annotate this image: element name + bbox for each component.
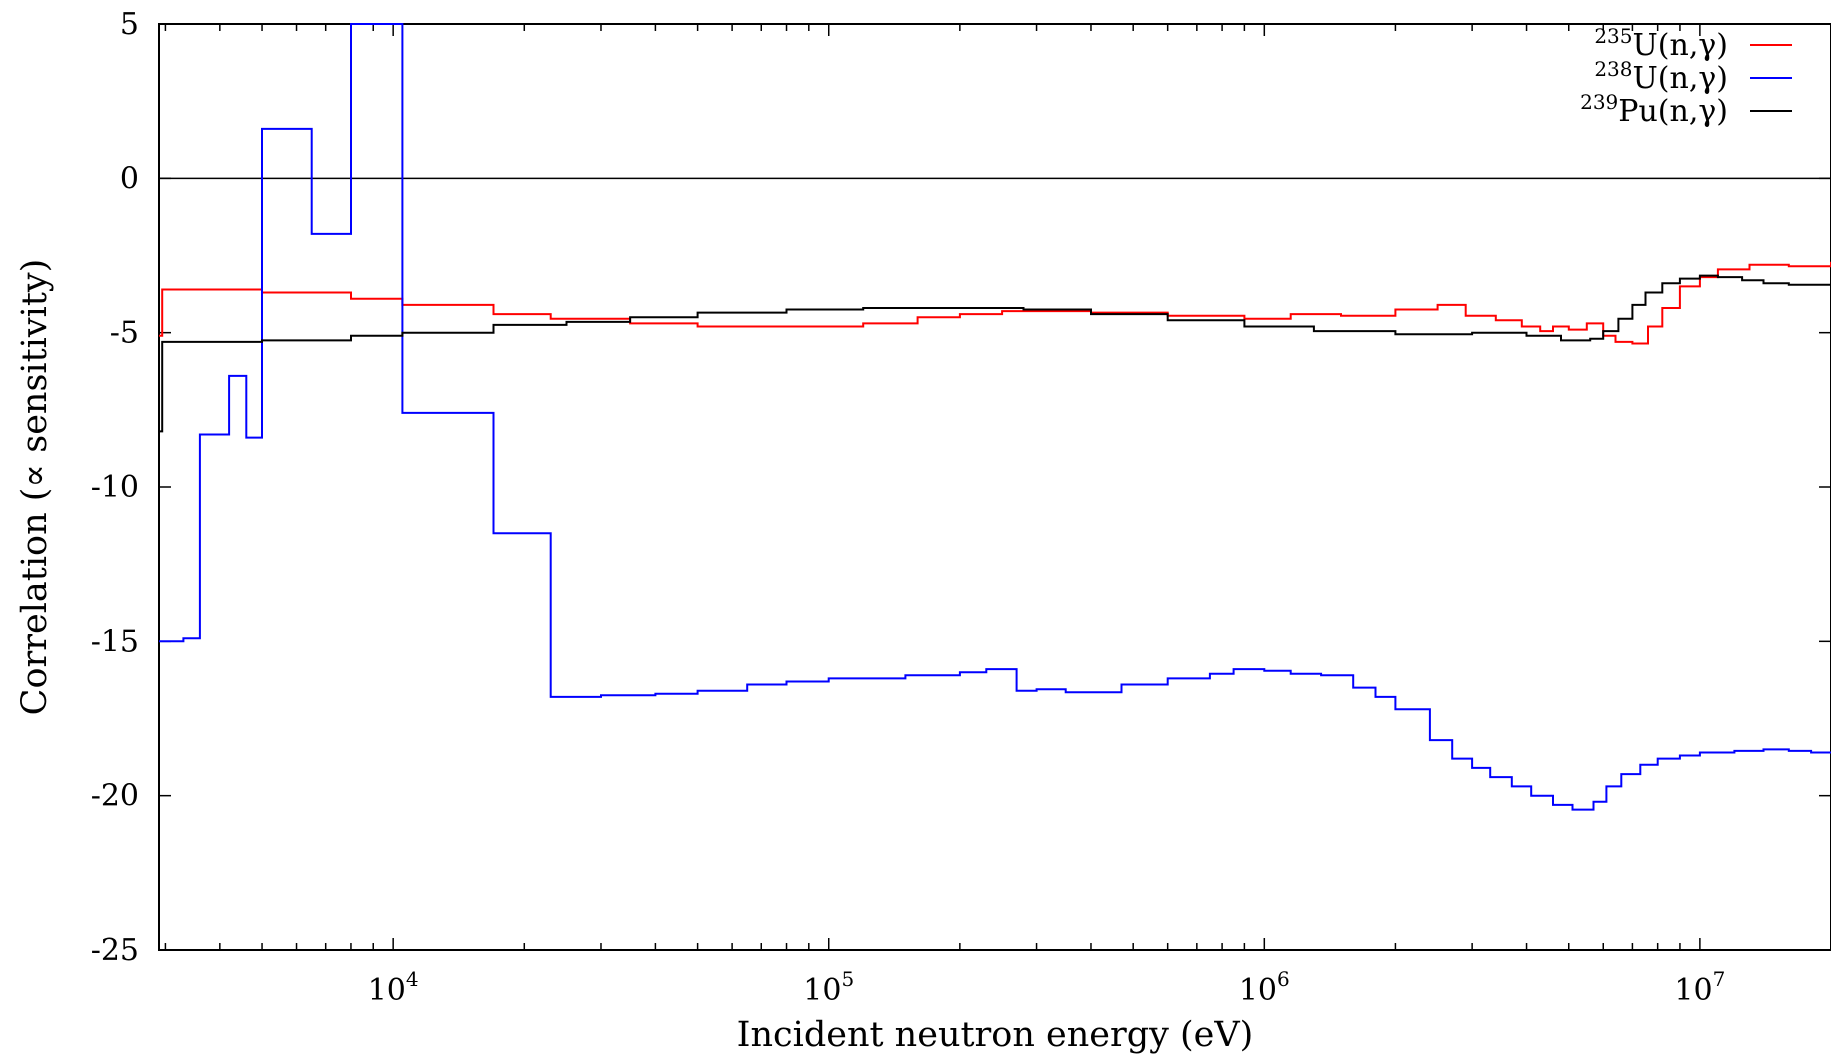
x-axis-ticks: 104 105 106 107 <box>164 24 1831 1008</box>
legend-label-239: 239Pu(n,γ) <box>1580 90 1728 129</box>
x-tick-label: 106 <box>1239 967 1290 1008</box>
series-layer <box>159 23 1831 811</box>
x-tick-label: 107 <box>1674 967 1725 1008</box>
legend-label-235: 235U(n,γ) <box>1594 24 1728 63</box>
x-tick-label: 105 <box>803 967 854 1008</box>
y-tick-label: 5 <box>120 7 139 42</box>
y-tick-label: -15 <box>91 624 139 659</box>
x-axis-title: Incident neutron energy (eV) <box>737 1015 1254 1055</box>
y-tick-label: -25 <box>91 933 139 968</box>
series-line-238 <box>159 23 1831 811</box>
y-axis-ticks: 5 0 -5 -10 -15 -20 -25 <box>91 7 1831 968</box>
y-tick-label: -20 <box>91 779 139 814</box>
plot-frame <box>158 23 1831 951</box>
legend: 235U(n,γ)238U(n,γ)239Pu(n,γ) <box>1580 24 1792 129</box>
y-tick-label: -5 <box>110 316 139 351</box>
series-line-235 <box>159 261 1831 345</box>
x-tick-label: 104 <box>368 967 419 1008</box>
legend-label-238: 238U(n,γ) <box>1594 57 1728 96</box>
y-axis-title: Correlation (∝ sensitivity) <box>15 259 55 716</box>
series-line-239 <box>159 274 1831 433</box>
y-tick-label: 0 <box>120 161 139 196</box>
y-tick-label: -10 <box>91 470 139 505</box>
